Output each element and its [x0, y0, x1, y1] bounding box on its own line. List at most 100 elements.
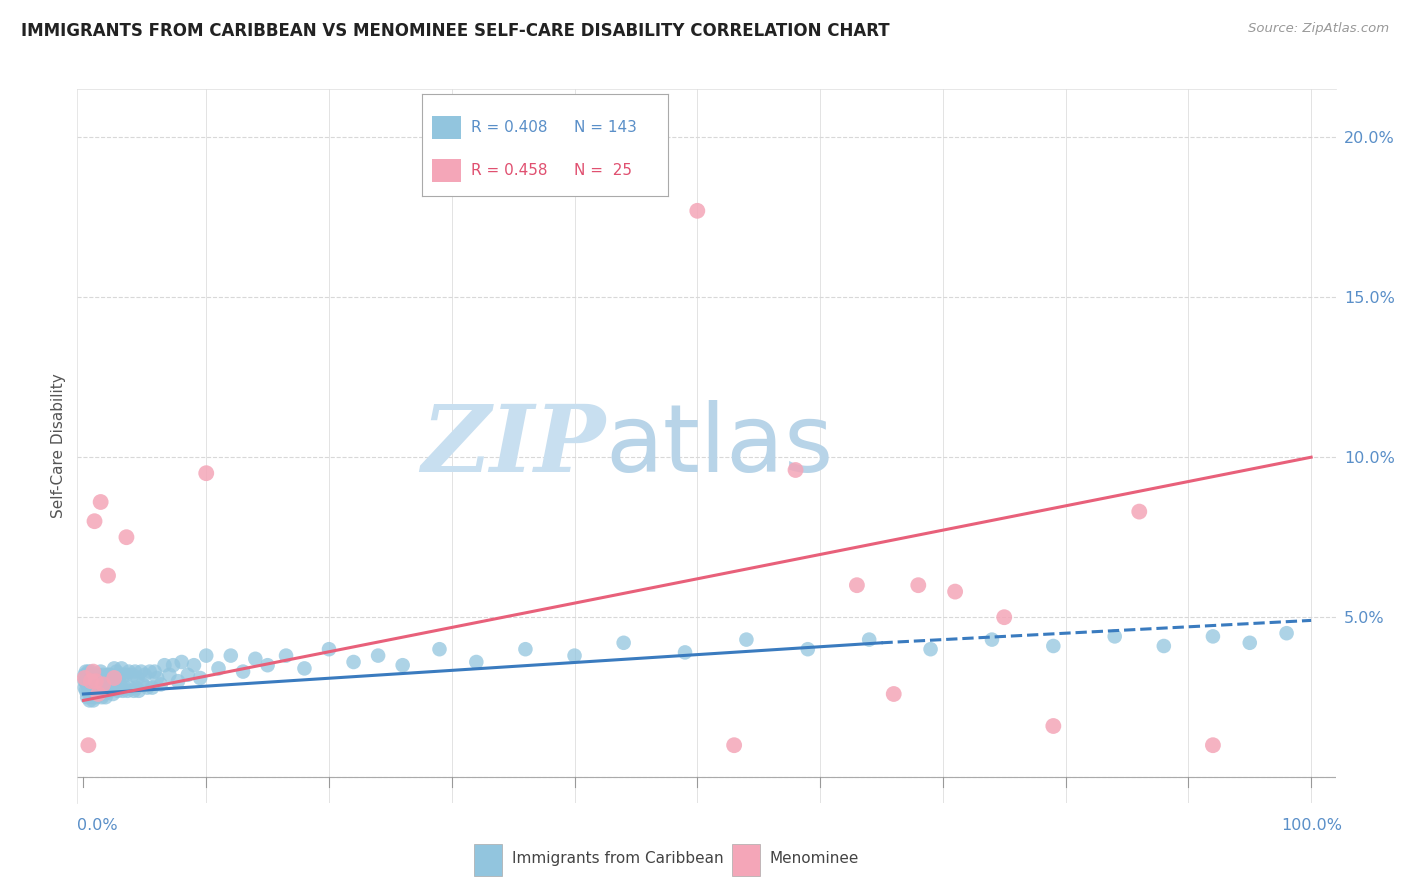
Point — [673, 645, 696, 659]
Point — [146, 671, 169, 685]
Point — [86, 671, 108, 685]
Point — [858, 632, 880, 647]
Point — [83, 514, 105, 528]
Point — [1128, 505, 1150, 519]
Point — [91, 683, 114, 698]
Point — [90, 495, 112, 509]
Point — [87, 683, 110, 698]
Point — [139, 665, 162, 679]
Point — [318, 642, 340, 657]
Point — [981, 632, 1004, 647]
Point — [103, 677, 125, 691]
Point — [80, 674, 103, 689]
Point — [141, 681, 163, 695]
Point — [124, 665, 146, 679]
Point — [100, 681, 122, 695]
Point — [82, 681, 104, 695]
Point — [84, 690, 107, 705]
Point — [920, 642, 942, 657]
Point — [943, 584, 966, 599]
Point — [89, 674, 111, 689]
Point — [91, 677, 114, 691]
Text: 100.0%: 100.0% — [1282, 818, 1343, 832]
Point — [429, 642, 451, 657]
Point — [87, 668, 110, 682]
Point — [75, 683, 97, 698]
Point — [131, 677, 153, 691]
Point — [107, 683, 129, 698]
Point — [77, 674, 100, 689]
Point — [686, 203, 709, 218]
Text: Immigrants from Caribbean: Immigrants from Caribbean — [512, 851, 724, 866]
Bar — [432, 160, 461, 182]
Point — [94, 674, 117, 689]
Point — [149, 677, 172, 691]
Point — [797, 642, 820, 657]
Text: ZIP: ZIP — [422, 401, 606, 491]
Point — [73, 674, 96, 689]
Text: N = 143: N = 143 — [575, 120, 637, 135]
Point — [82, 693, 104, 707]
Point — [232, 665, 254, 679]
Point — [80, 681, 103, 695]
Point — [105, 665, 128, 679]
Point — [77, 665, 100, 679]
Point — [100, 683, 122, 698]
Point — [367, 648, 389, 663]
Point — [294, 661, 316, 675]
Point — [1202, 738, 1225, 752]
Point — [1239, 636, 1261, 650]
Point — [76, 668, 98, 682]
Point — [195, 466, 218, 480]
Point — [79, 693, 101, 707]
Point — [735, 632, 758, 647]
Point — [613, 636, 636, 650]
Point — [75, 674, 97, 689]
Point — [245, 652, 267, 666]
Point — [73, 668, 96, 682]
Point — [110, 661, 132, 675]
Point — [134, 668, 156, 682]
Point — [162, 658, 184, 673]
Point — [73, 681, 96, 695]
Text: atlas: atlas — [606, 400, 834, 492]
Bar — [474, 844, 502, 876]
Point — [167, 674, 190, 689]
Point — [100, 668, 122, 682]
Point — [118, 665, 141, 679]
Point — [219, 648, 242, 663]
Point — [77, 738, 100, 752]
Text: 0.0%: 0.0% — [77, 818, 118, 832]
Point — [80, 665, 103, 679]
Point — [564, 140, 586, 154]
Point — [86, 687, 108, 701]
Point — [93, 687, 115, 701]
Point — [76, 690, 98, 705]
Point — [84, 674, 107, 689]
Point — [77, 683, 100, 698]
Point — [90, 674, 112, 689]
Point — [103, 671, 125, 685]
Point — [103, 661, 125, 675]
Point — [785, 463, 807, 477]
Point — [98, 677, 121, 691]
Point — [91, 668, 114, 682]
Point — [342, 655, 364, 669]
Point — [274, 648, 297, 663]
Point — [256, 658, 278, 673]
Point — [114, 681, 136, 695]
Point — [723, 738, 745, 752]
Y-axis label: Self-Care Disability: Self-Care Disability — [51, 374, 66, 518]
Point — [128, 683, 150, 698]
Point — [391, 658, 413, 673]
Point — [97, 668, 120, 682]
Bar — [432, 116, 461, 139]
Point — [1104, 629, 1126, 643]
Text: Source: ZipAtlas.com: Source: ZipAtlas.com — [1249, 22, 1389, 36]
Point — [177, 668, 200, 682]
Point — [90, 690, 112, 705]
Point — [1202, 629, 1225, 643]
Text: R = 0.458: R = 0.458 — [471, 163, 547, 178]
Point — [83, 671, 105, 685]
Point — [101, 687, 124, 701]
